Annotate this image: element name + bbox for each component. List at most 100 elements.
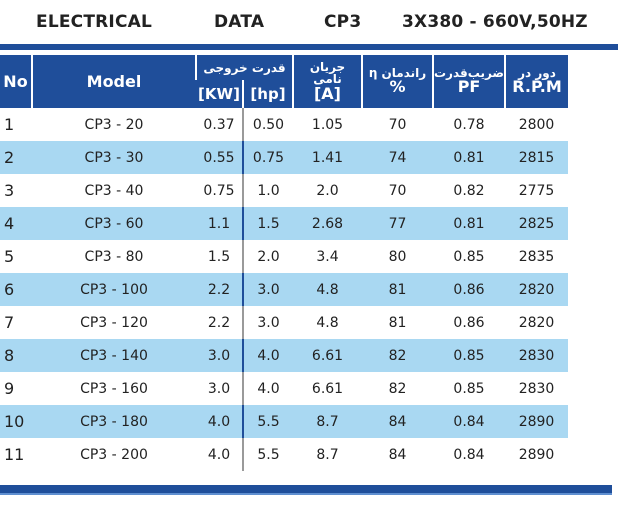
table-row: 3 CP3 - 40 0.75 1.0 2.0 70 0.82 2775: [0, 174, 568, 207]
cell-kw: 4.0: [196, 405, 244, 438]
table-row: 6 CP3 - 100 2.2 3.0 4.8 81 0.86 2820: [0, 273, 569, 306]
header-rpm-fa: دور در: [518, 65, 556, 80]
cell-model: CP3 - 30: [32, 141, 196, 174]
cell-kw: 1.1: [196, 207, 244, 240]
header-power-factor: ضریب‌قدرت PF: [431, 55, 506, 108]
cell-rpm: 2815: [505, 141, 569, 174]
cell-current: 8.7: [293, 405, 362, 438]
cell-hp: 1.5: [243, 207, 293, 240]
cell-kw: 0.75: [196, 174, 244, 207]
cell-pf: 0.86: [433, 273, 506, 306]
cell-current: 8.7: [316, 446, 339, 463]
cell-pf: 0.81: [433, 207, 506, 240]
header-eta-unit: %: [389, 77, 406, 97]
cell-current: 4.8: [293, 273, 362, 306]
cell-efficiency: 82: [388, 380, 407, 397]
cell-hp: 3.0: [257, 314, 280, 331]
cell-hp: 4.0: [257, 380, 280, 397]
cell-model: CP3 - 20: [84, 116, 144, 133]
cell-rpm: 2835: [518, 248, 555, 265]
cell-kw: 0.37: [196, 108, 244, 141]
cell-current: 6.61: [311, 380, 344, 397]
cell-hp: 0.50: [252, 116, 285, 133]
cell-efficiency: 80: [388, 248, 407, 265]
header-rpm: دور در R.P.M: [504, 55, 569, 108]
bottom-divider: [0, 485, 612, 493]
cell-hp: 1.0: [257, 182, 280, 199]
table-row: 5 CP3 - 80 1.5 2.0 3.4 80 0.85 2835: [0, 240, 568, 273]
bottom-divider-accent: [0, 493, 612, 495]
cell-efficiency: 70: [388, 116, 407, 133]
cell-rpm: 2890: [518, 446, 555, 463]
cell-efficiency: 84: [362, 405, 433, 438]
header-hp: [hp]: [242, 80, 293, 108]
header-pf-fa: ضریب‌قدرت: [434, 65, 505, 80]
cell-rpm: 2775: [518, 182, 555, 199]
cell-efficiency: 81: [388, 314, 407, 331]
cell-pf: 0.85: [433, 339, 506, 372]
cell-no: 7: [4, 313, 15, 332]
cell-current: 1.41: [293, 141, 362, 174]
table-row: 11 CP3 - 200 4.0 5.5 8.7 84 0.84 2890: [0, 438, 568, 471]
cell-current: 2.0: [316, 182, 339, 199]
cell-no: 11: [4, 445, 25, 464]
cell-efficiency: 77: [362, 207, 433, 240]
cell-kw: 1.5: [196, 240, 244, 273]
cell-current: 2.68: [293, 207, 362, 240]
table-row: 8 CP3 - 140 3.0 4.0 6.61 82 0.85 2830: [0, 339, 569, 372]
cell-kw: 3.0: [196, 339, 244, 372]
cell-kw: 0.55: [196, 141, 244, 174]
cell-rpm: 2820: [505, 273, 569, 306]
cell-pf: 0.85: [453, 248, 485, 265]
cell-model: CP3 - 80: [84, 248, 144, 265]
header-output-power: قدرت خروجی: [195, 55, 293, 80]
cell-no: 2: [0, 141, 32, 174]
header-kw: [KW]: [196, 80, 243, 108]
cell-no: 1: [4, 115, 15, 134]
cell-kw: 4.0: [196, 438, 244, 471]
cell-model: CP3 - 180: [32, 405, 196, 438]
table-row: 10 CP3 - 180 4.0 5.5 8.7 84 0.84 2890: [0, 405, 569, 438]
header-eta-fa: η راندمان: [368, 65, 427, 80]
cell-hp: 5.5: [243, 405, 293, 438]
cell-hp: 2.0: [257, 248, 280, 265]
cell-efficiency: 81: [362, 273, 433, 306]
cell-model: CP3 - 60: [32, 207, 196, 240]
cell-rpm: 2830: [505, 339, 569, 372]
header-model: Model: [31, 55, 196, 108]
header-current-fa: جریان نامی: [309, 59, 346, 87]
cell-no: 9: [4, 379, 15, 398]
table-row: 9 CP3 - 160 3.0 4.0 6.61 82 0.85 2830: [0, 372, 568, 405]
cell-current: 6.61: [293, 339, 362, 372]
cell-pf: 0.82: [453, 182, 485, 199]
header-pf: PF: [457, 77, 481, 97]
header-current: جریان نامی [A]: [292, 55, 362, 108]
cell-kw: 3.0: [196, 372, 244, 405]
cell-efficiency: 84: [388, 446, 407, 463]
cell-pf: 0.81: [433, 141, 506, 174]
title-model-code: CP3: [324, 12, 362, 32]
cell-pf: 0.84: [433, 405, 506, 438]
table-row: 2 CP3 - 30 0.55 0.75 1.41 74 0.81 2815: [0, 141, 569, 174]
cell-rpm: 2825: [505, 207, 569, 240]
cell-rpm: 2820: [518, 314, 555, 331]
cell-model: CP3 - 40: [84, 182, 144, 199]
cell-pf: 0.84: [453, 446, 485, 463]
top-divider: [0, 44, 618, 50]
cell-efficiency: 70: [388, 182, 407, 199]
cell-rpm: 2890: [505, 405, 569, 438]
table-row: 1 CP3 - 20 0.37 0.50 1.05 70 0.78 2800: [0, 108, 568, 141]
electrical-data-table: No Model قدرت خروجی جریان نامی [A] η ران…: [0, 55, 569, 471]
title-row: ELECTRICAL DATA CP3 3X380 - 660V,50HZ: [0, 0, 618, 44]
cell-pf: 0.78: [453, 116, 485, 133]
cell-current: 4.8: [316, 314, 339, 331]
cell-efficiency: 74: [362, 141, 433, 174]
title-spec: 3X380 - 660V,50HZ: [402, 12, 588, 32]
cell-rpm: 2800: [518, 116, 555, 133]
cell-model: CP3 - 140: [32, 339, 196, 372]
cell-rpm: 2830: [518, 380, 555, 397]
cell-no: 3: [4, 181, 15, 200]
cell-no: 5: [4, 247, 15, 266]
cell-hp: 0.75: [243, 141, 293, 174]
title-electrical: ELECTRICAL: [36, 12, 153, 32]
